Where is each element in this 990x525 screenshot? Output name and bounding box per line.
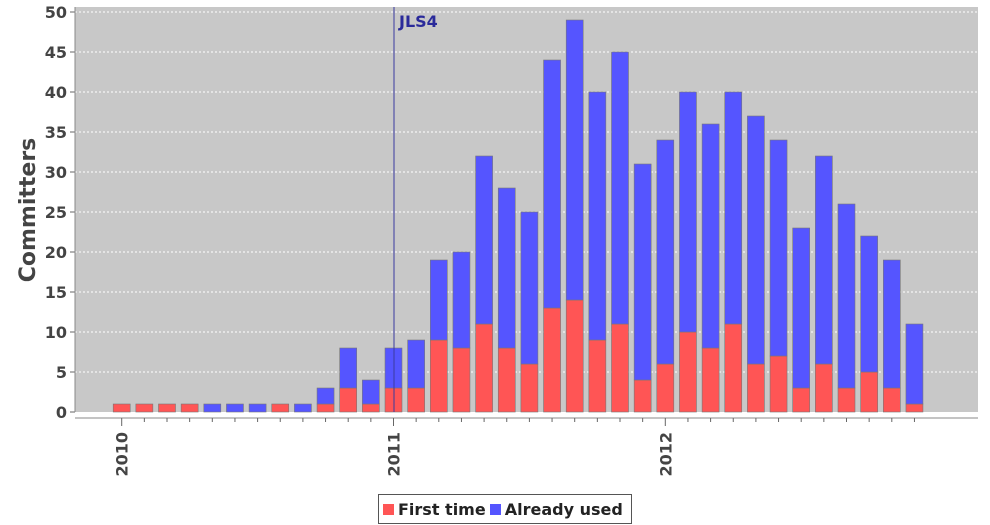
bar-first-time — [837, 387, 856, 413]
y-tick-label: 40 — [45, 83, 67, 102]
x-axis: 2010 2011 2012 — [75, 417, 978, 477]
x-tick-label: 2010 — [113, 432, 132, 477]
bar-already-used — [339, 347, 358, 389]
x-tick-label: 2011 — [385, 432, 404, 477]
annotations-group: JLS4 — [393, 7, 438, 412]
y-tick-label: 35 — [45, 123, 67, 142]
bar-already-used — [882, 259, 901, 389]
bar-already-used — [316, 387, 335, 405]
bar-already-used — [633, 163, 652, 381]
bar-already-used — [520, 211, 539, 365]
bar-first-time — [905, 403, 924, 413]
legend-swatch — [383, 503, 394, 515]
bar-already-used — [815, 155, 833, 365]
y-tick-label: 45 — [45, 43, 67, 62]
bar-already-used — [701, 123, 720, 349]
bar-first-time — [588, 339, 607, 413]
bar-first-time — [792, 387, 811, 413]
bar-first-time — [135, 403, 154, 413]
bar-first-time — [339, 387, 358, 413]
x-tick-label: 2012 — [656, 432, 675, 477]
bar-already-used — [226, 403, 244, 413]
bar-already-used — [860, 235, 878, 373]
bar-first-time — [180, 403, 199, 413]
bar-already-used — [656, 139, 675, 365]
y-tick-label: 0 — [56, 403, 67, 422]
y-tick-label: 50 — [45, 3, 67, 22]
bar-already-used — [588, 91, 607, 341]
bar-first-time — [158, 403, 176, 413]
legend-entry-already-used: Already used — [489, 499, 623, 519]
y-axis-title: Committers — [16, 138, 41, 283]
bar-already-used — [792, 227, 811, 389]
bars-group — [112, 19, 924, 413]
bar-first-time — [520, 363, 539, 413]
bar-already-used — [362, 379, 380, 405]
bar-first-time — [633, 379, 652, 413]
y-tick-label: 25 — [45, 203, 67, 222]
bar-first-time — [565, 299, 584, 413]
bar-already-used — [679, 91, 697, 333]
bar-already-used — [475, 155, 493, 325]
legend-entry-first-time: First time — [383, 500, 486, 519]
bar-first-time — [316, 403, 335, 413]
bar-already-used — [747, 115, 765, 365]
bar-first-time — [407, 387, 425, 413]
y-tick-label: 20 — [45, 243, 67, 262]
bar-already-used — [905, 323, 924, 405]
bar-first-time — [452, 347, 471, 413]
bar-already-used — [769, 139, 788, 357]
bar-first-time — [497, 347, 516, 413]
bar-first-time — [543, 307, 561, 413]
legend: First time Already used — [378, 494, 632, 524]
bar-already-used — [497, 187, 516, 349]
bar-already-used — [452, 251, 471, 349]
marker-label: JLS4 — [398, 12, 438, 31]
bar-already-used — [543, 59, 561, 309]
legend-label: First time — [398, 499, 486, 519]
y-tick-label: 15 — [45, 283, 67, 302]
bar-already-used — [248, 403, 267, 413]
bar-already-used — [203, 403, 222, 413]
bar-first-time — [112, 403, 131, 413]
bar-already-used — [429, 259, 448, 341]
y-tick-label: 5 — [56, 363, 67, 382]
bar-first-time — [656, 363, 675, 413]
bar-already-used — [724, 91, 743, 325]
y-axis: 0 5 10 15 20 25 30 35 40 45 50 — [45, 3, 76, 422]
y-tick-label: 10 — [45, 323, 67, 342]
bar-first-time — [769, 355, 788, 413]
legend-swatch — [489, 503, 501, 515]
bar-first-time — [701, 347, 720, 413]
bar-first-time — [860, 371, 878, 413]
bar-first-time — [429, 339, 448, 413]
bar-already-used — [294, 403, 312, 413]
bar-already-used — [837, 203, 856, 389]
bar-first-time — [611, 323, 629, 413]
bar-first-time — [679, 331, 697, 413]
bar-first-time — [271, 403, 290, 413]
bar-first-time — [747, 363, 765, 413]
bar-first-time — [815, 363, 833, 413]
y-tick-label: 30 — [45, 163, 67, 182]
bar-first-time — [362, 403, 380, 413]
bar-already-used — [565, 19, 584, 301]
bar-first-time — [475, 323, 493, 413]
bar-first-time — [882, 387, 901, 413]
bar-already-used — [407, 339, 425, 389]
bar-first-time — [724, 323, 743, 413]
legend-label: Already used — [504, 499, 623, 519]
bar-already-used — [611, 51, 629, 325]
